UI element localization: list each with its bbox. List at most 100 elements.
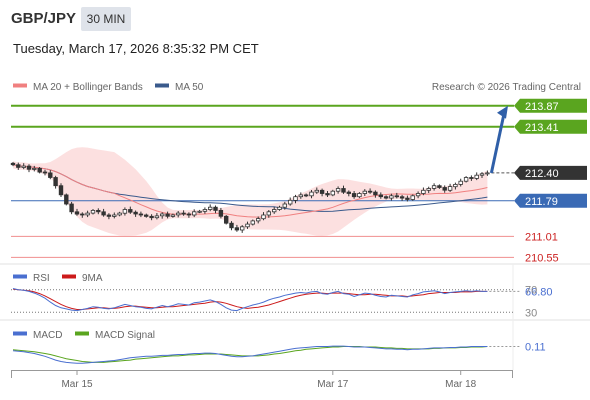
candle-body: [154, 215, 160, 219]
bollinger-bands: [13, 147, 488, 236]
candle: [341, 185, 346, 194]
level-label-5: 210.55: [525, 252, 559, 264]
candle: [330, 189, 335, 197]
candle: [26, 164, 32, 173]
candle-body: [165, 213, 170, 217]
candle: [474, 172, 479, 181]
candle-body: [319, 189, 325, 194]
rsi-ma-line: [12, 288, 488, 310]
level-label-0: 213.87: [525, 101, 559, 113]
candle: [90, 209, 96, 215]
candle-body: [442, 187, 447, 191]
candle: [245, 221, 250, 229]
candle-body: [207, 206, 213, 210]
level-label-4: 211.01: [525, 231, 558, 243]
candle: [154, 213, 160, 220]
candle-body: [346, 191, 351, 194]
candle-body: [58, 185, 64, 196]
level-tag-3: [514, 193, 587, 208]
candle: [277, 205, 282, 211]
candle: [239, 225, 245, 233]
candle-body: [181, 212, 186, 215]
rsi-ref-70: 70: [525, 285, 537, 297]
candle-body: [229, 222, 234, 229]
candle: [229, 221, 234, 231]
legend-macd-signal: MACD Signal: [95, 330, 155, 341]
candle-body: [351, 193, 357, 198]
candle-body: [239, 226, 245, 231]
candle-body: [213, 206, 218, 211]
attribution: Research © 2026 Trading Central: [432, 82, 581, 93]
candle-body: [266, 211, 271, 216]
candle-body: [245, 223, 250, 228]
rsi-legend: RSI 9MA: [13, 273, 103, 284]
candle: [325, 191, 330, 197]
candle-body: [341, 188, 346, 193]
candle-body: [175, 212, 181, 216]
legend-swatch-ma50: [155, 83, 169, 88]
moving-averages: [12, 164, 488, 218]
price-levels: [11, 104, 514, 258]
timestamp: Tuesday, March 17, 2026 8:35:32 PM CET: [13, 41, 259, 56]
candle-body: [202, 209, 208, 212]
candle: [58, 183, 64, 197]
trend-arrow-shaft: [489, 113, 506, 174]
candle-body: [373, 191, 378, 196]
candle: [351, 191, 357, 199]
candle-body: [37, 167, 42, 173]
candle-body: [399, 196, 405, 199]
macd-last-value: 0.11: [525, 342, 546, 354]
candle-body: [421, 189, 426, 194]
candle-body: [362, 190, 367, 194]
candle-body: [447, 186, 453, 191]
candle: [319, 188, 325, 197]
candle-body: [479, 173, 485, 176]
legend-rsi-ma: 9MA: [82, 273, 103, 284]
candle: [271, 207, 277, 214]
candle-body: [314, 189, 319, 193]
candle-body: [394, 195, 399, 198]
candle: [138, 211, 144, 218]
candle: [149, 214, 154, 221]
candle-body: [383, 196, 389, 199]
candle: [309, 190, 314, 199]
candle-body: [485, 172, 490, 175]
candle-body: [90, 209, 96, 214]
candle-body: [426, 188, 431, 191]
macd-panel: 0.11: [12, 342, 546, 364]
candle: [143, 213, 149, 218]
candle-body: [463, 177, 469, 182]
candle: [255, 216, 261, 224]
candle: [437, 184, 442, 189]
candle-body: [415, 193, 421, 197]
candle: [85, 210, 90, 218]
level-label-2: 212.40: [525, 168, 559, 180]
candle-body: [271, 209, 277, 213]
candle: [96, 208, 101, 215]
candle-body: [69, 203, 74, 213]
candle-body: [405, 197, 410, 200]
timeframe-button[interactable]: 30 MIN: [81, 7, 131, 31]
candle: [453, 182, 458, 190]
candle: [165, 211, 170, 219]
candle: [282, 201, 287, 210]
candle-body: [250, 220, 255, 225]
candle: [64, 193, 69, 206]
candle: [10, 162, 16, 167]
candle-body: [298, 194, 303, 198]
chart-header: GBP/JPY 30 MIN Tuesday, March 17, 2026 8…: [0, 0, 590, 70]
legend-swatch-rsi: [13, 274, 27, 279]
candlesticks: [10, 162, 490, 233]
candle: [197, 209, 202, 214]
candle-body: [85, 212, 90, 216]
candle: [207, 204, 213, 212]
candle-body: [74, 211, 80, 215]
candle-body: [469, 177, 474, 179]
candle-body: [378, 194, 383, 198]
candle-body: [101, 211, 106, 216]
candle-body: [186, 213, 192, 216]
candle-body: [410, 195, 415, 200]
candle-body: [282, 203, 287, 208]
